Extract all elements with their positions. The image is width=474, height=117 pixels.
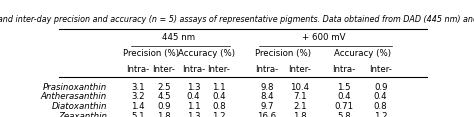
Text: 9.8: 9.8 (260, 82, 273, 91)
Text: Antherasanthin: Antherasanthin (41, 92, 107, 101)
Text: Intra-: Intra- (127, 65, 150, 74)
Text: 0.4: 0.4 (337, 92, 351, 101)
Text: 1.2: 1.2 (374, 112, 387, 117)
Text: Inter-: Inter- (208, 65, 230, 74)
Text: Intra-: Intra- (332, 65, 356, 74)
Text: 8.4: 8.4 (260, 92, 273, 101)
Text: Diatoxanthin: Diatoxanthin (52, 102, 107, 111)
Text: 7.1: 7.1 (293, 92, 307, 101)
Text: 1.8: 1.8 (293, 112, 307, 117)
Text: Precision (%): Precision (%) (123, 49, 179, 58)
Text: 0.4: 0.4 (187, 92, 200, 101)
Text: 1.1: 1.1 (187, 102, 200, 111)
Text: 0.8: 0.8 (374, 102, 387, 111)
Text: Prasinoxanthin: Prasinoxanthin (43, 82, 107, 91)
Text: 0.4: 0.4 (212, 92, 226, 101)
Text: 1.2: 1.2 (212, 112, 226, 117)
Text: 2.1: 2.1 (293, 102, 307, 111)
Text: 1.3: 1.3 (187, 112, 200, 117)
Text: Inter-: Inter- (369, 65, 392, 74)
Text: Zeaxanthin: Zeaxanthin (58, 112, 107, 117)
Text: 0.4: 0.4 (374, 92, 387, 101)
Text: 2.5: 2.5 (157, 82, 171, 91)
Text: 0.9: 0.9 (374, 82, 387, 91)
Text: Accuracy (%): Accuracy (%) (178, 49, 235, 58)
Text: 445 nm: 445 nm (162, 33, 195, 42)
Text: 9.7: 9.7 (260, 102, 273, 111)
Text: 5.1: 5.1 (131, 112, 145, 117)
Text: Accuracy (%): Accuracy (%) (334, 49, 391, 58)
Text: 3.1: 3.1 (131, 82, 145, 91)
Text: 16.6: 16.6 (257, 112, 276, 117)
Text: Intra-: Intra- (182, 65, 205, 74)
Text: 1.5: 1.5 (337, 82, 351, 91)
Text: + 600 mV: + 600 mV (302, 33, 346, 42)
Text: Intra-: Intra- (255, 65, 278, 74)
Text: 5.8: 5.8 (337, 112, 351, 117)
Text: Inter-: Inter- (288, 65, 311, 74)
Text: Precision (%): Precision (%) (255, 49, 311, 58)
Text: 1.1: 1.1 (212, 82, 226, 91)
Text: 4.5: 4.5 (157, 92, 171, 101)
Text: 0.9: 0.9 (157, 102, 171, 111)
Text: 10.4: 10.4 (290, 82, 310, 91)
Text: 0.71: 0.71 (334, 102, 354, 111)
Text: 0.8: 0.8 (212, 102, 226, 111)
Text: 1.8: 1.8 (157, 112, 171, 117)
Text: 1.3: 1.3 (187, 82, 200, 91)
Text: 1.4: 1.4 (131, 102, 145, 111)
Text: Inter-: Inter- (153, 65, 175, 74)
Text: 3.2: 3.2 (131, 92, 145, 101)
Text: Table 2. Intra- and inter-day precision and accuracy (n = 5) assays of represent: Table 2. Intra- and inter-day precision … (0, 15, 474, 24)
